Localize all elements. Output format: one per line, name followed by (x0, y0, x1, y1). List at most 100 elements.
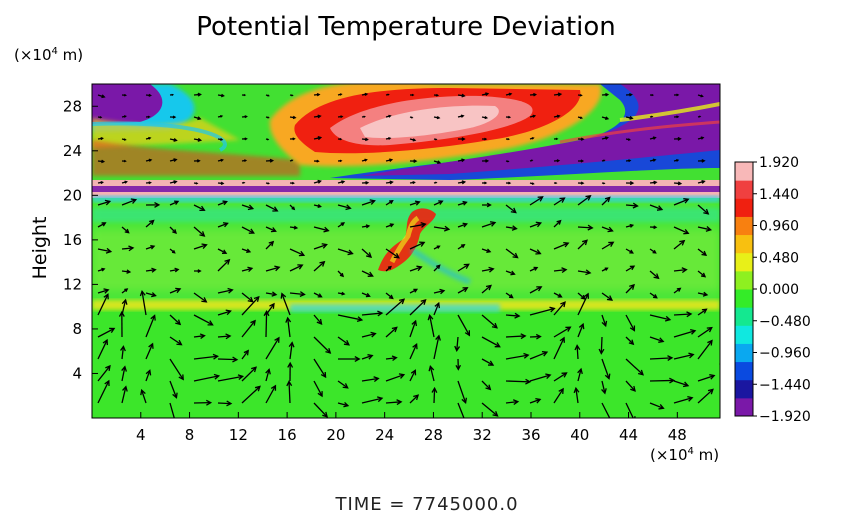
wind-arrow (673, 330, 696, 338)
y-tick-label: 28 (63, 97, 82, 115)
wind-arrow (433, 290, 445, 294)
wind-arrow-head (267, 182, 270, 185)
x-tick-label: 32 (473, 426, 492, 444)
wind-arrow (697, 308, 707, 316)
wind-arrow-head (145, 369, 152, 376)
wind-arrow (193, 355, 218, 360)
colorbar-label: 0.000 (759, 282, 799, 298)
wind-arrow-head (220, 158, 224, 162)
wind-arrow (529, 196, 543, 206)
wind-arrow (625, 314, 635, 331)
wind-arrow (457, 402, 465, 418)
wind-arrow (169, 336, 182, 346)
wind-arrow-head (436, 245, 441, 249)
wind-arrow-head (373, 376, 380, 383)
wind-arrow (601, 380, 606, 394)
x-tick-label: 36 (521, 426, 540, 444)
wind-arrow-head (560, 301, 566, 308)
wind-arrow-head (677, 181, 683, 186)
wind-arrow (577, 368, 582, 382)
wind-arrow-head (434, 301, 440, 309)
wind-arrow-head (222, 200, 228, 206)
wind-arrow (722, 316, 735, 337)
wind-arrow-head (455, 364, 462, 371)
wind-arrow (193, 314, 213, 326)
wind-arrow (217, 310, 231, 316)
wind-arrow-head (104, 199, 112, 206)
wind-arrow (722, 205, 731, 210)
wind-arrow-head (248, 228, 255, 234)
wind-arrow-head (391, 326, 398, 333)
wind-arrow-head (726, 270, 729, 273)
wind-arrow-head (414, 200, 421, 206)
wind-arrow (433, 226, 449, 230)
wind-arrow-head (148, 136, 152, 140)
wind-arrow-head (297, 264, 304, 270)
wind-arrow (505, 226, 517, 230)
colorbar-swatch (735, 198, 753, 217)
wind-arrow (433, 200, 443, 206)
wind-arrow (289, 248, 305, 256)
wind-arrow (575, 388, 579, 404)
wind-arrow-head (123, 159, 127, 163)
colorbar-swatch (735, 270, 753, 290)
wind-arrow (337, 380, 349, 389)
wind-arrow (505, 204, 517, 214)
wind-arrow (409, 320, 417, 338)
wind-arrow-head (126, 269, 132, 274)
wind-arrow (722, 161, 729, 162)
wind-arrow (193, 226, 205, 237)
wind-arrow-head (627, 138, 631, 141)
x-tick-label: 28 (424, 426, 443, 444)
wind-arrow (97, 294, 109, 316)
wind-arrow (97, 327, 115, 338)
wind-arrow-head (263, 310, 270, 317)
wind-arrow (385, 401, 402, 404)
wind-arrow-head (461, 137, 466, 141)
y-tick-label: 12 (63, 275, 82, 293)
wind-arrow-head (148, 342, 154, 349)
wind-arrow-head (463, 420, 467, 425)
wind-arrow-head (244, 137, 248, 141)
wind-arrow-head (578, 322, 585, 330)
wind-arrow (337, 402, 349, 407)
wind-arrow (553, 301, 566, 316)
upper-cyan-contour (92, 121, 227, 152)
wind-arrow-head (120, 345, 126, 352)
wind-arrow (289, 264, 303, 272)
wind-arrow-head (150, 244, 156, 250)
wind-arrow-head (410, 116, 414, 119)
warm-filament-edge (389, 215, 420, 264)
wind-arrow (385, 326, 398, 338)
wind-arrow-head (412, 181, 416, 185)
wind-arrow (722, 224, 730, 227)
wind-arrow (505, 380, 530, 383)
wind-arrow-head (628, 159, 632, 163)
wind-arrow (313, 402, 328, 418)
wind-arrow-head (439, 288, 446, 295)
wind-arrow-head (104, 379, 110, 386)
wind-arrow-head (507, 115, 512, 119)
wind-arrow-head (507, 137, 510, 141)
colorbar-label: −0.960 (759, 346, 811, 362)
wind-arrow (97, 200, 111, 206)
wind-arrow-head (195, 182, 199, 185)
wind-arrow (625, 204, 638, 207)
wind-arrow-head (320, 371, 327, 379)
wind-arrow (409, 370, 416, 382)
wind-arrow-head (178, 374, 184, 381)
wind-arrow-head (100, 137, 104, 141)
wind-arrow-head (271, 291, 278, 297)
colorbar-swatch (735, 216, 753, 236)
wind-arrow (217, 248, 227, 254)
wind-arrow-head (413, 288, 419, 293)
wind-arrow (145, 315, 156, 338)
wind-arrow-head (366, 252, 373, 258)
wind-arrow-head (269, 158, 275, 163)
wind-arrow (97, 222, 106, 228)
wind-arrow (121, 346, 125, 360)
wind-arrow-head (637, 369, 644, 376)
wind-arrow-head (399, 298, 406, 305)
wind-arrow-head (605, 92, 610, 97)
